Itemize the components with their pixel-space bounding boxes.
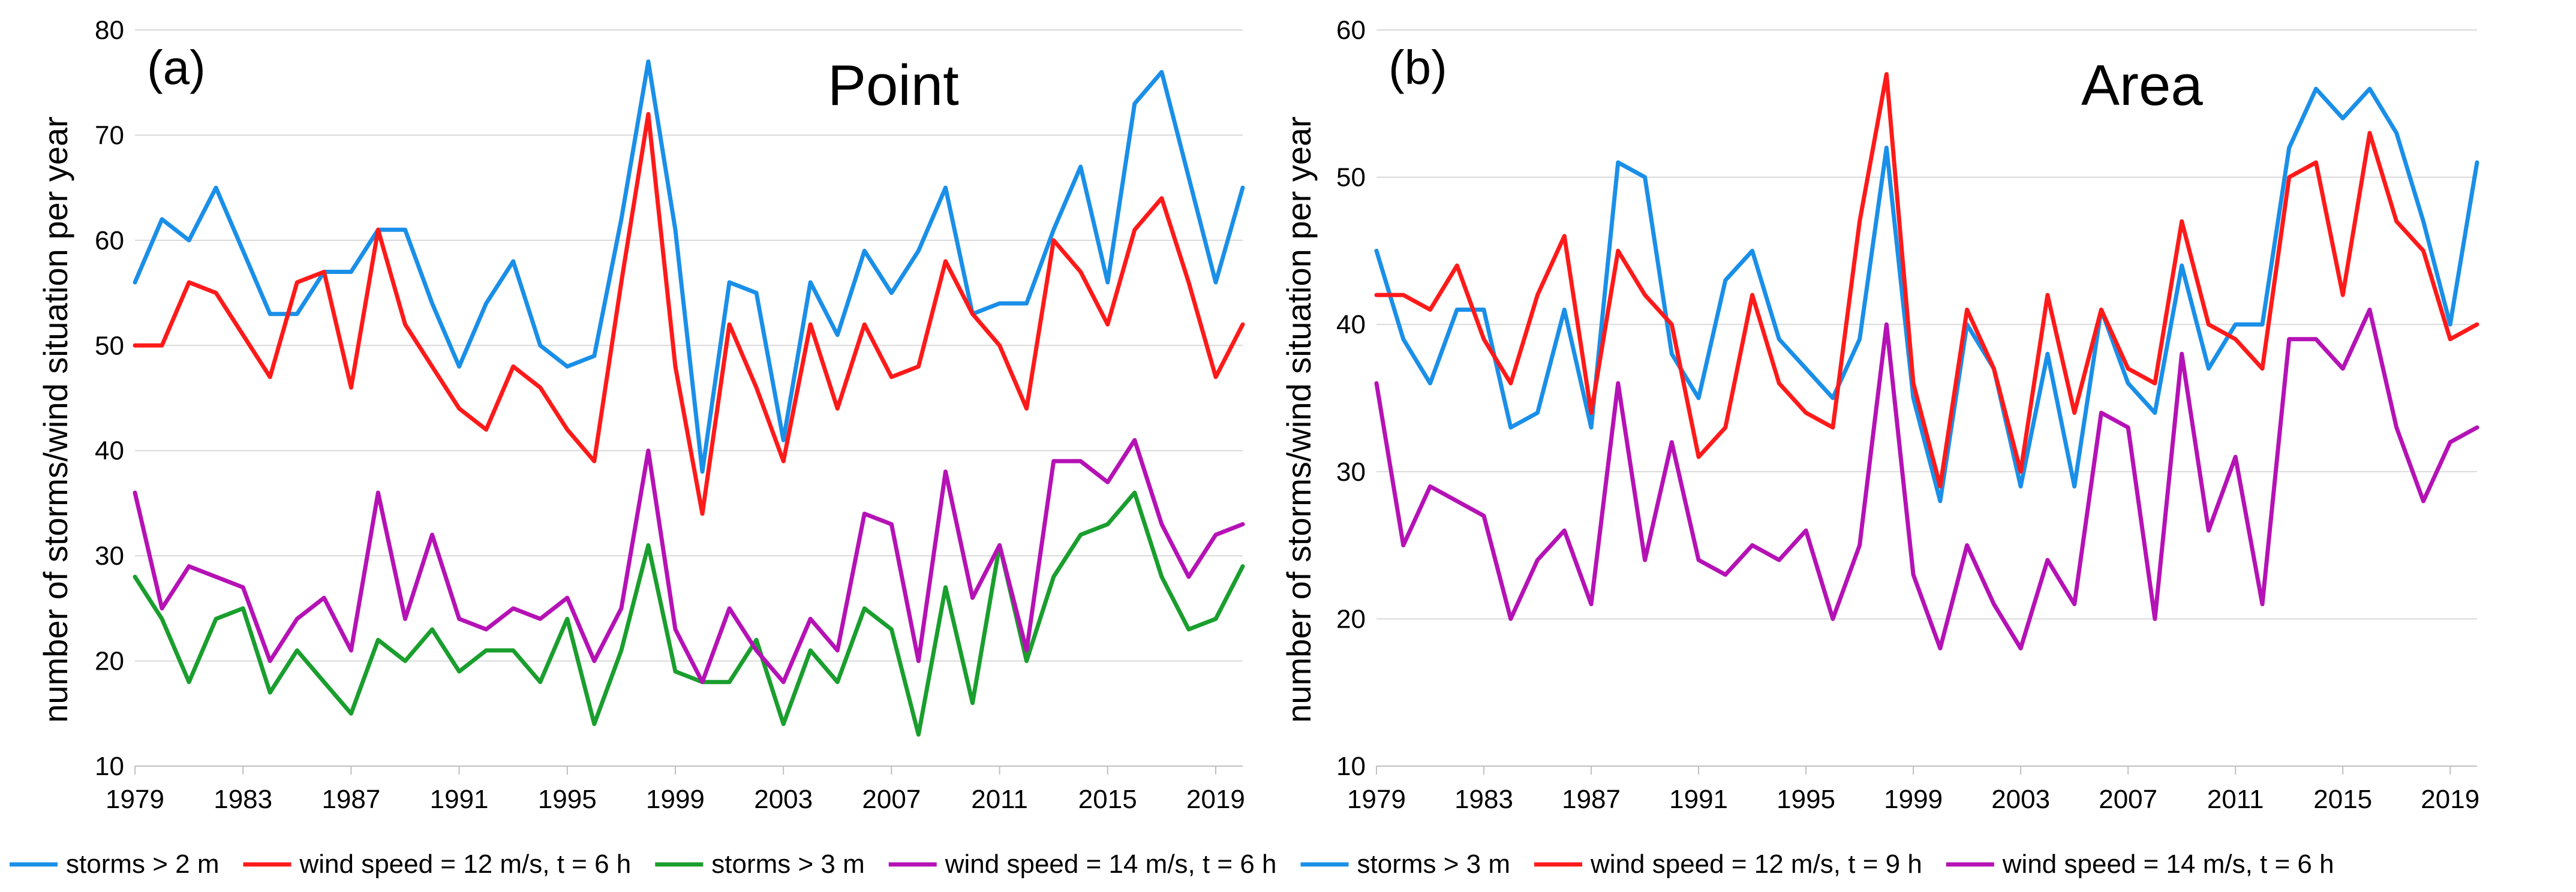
legend-label: storms > 3 m bbox=[711, 849, 865, 879]
panel-a-series-line-1 bbox=[133, 59, 1245, 474]
panel-a-series-line-2 bbox=[133, 112, 1245, 516]
legend-label: wind speed = 14 m/s, t = 6 h bbox=[945, 849, 1277, 879]
panel-b-ytick-label: 20 bbox=[1336, 604, 1366, 634]
panel-b-ylabel: number of storms/wind situation per year bbox=[1280, 116, 1318, 723]
legend-label: wind speed = 12 m/s, t = 6 h bbox=[299, 849, 631, 879]
legend-label: wind speed = 12 m/s, t = 9 h bbox=[1590, 849, 1922, 879]
panel-b-xtick-label: 1999 bbox=[1884, 785, 1943, 814]
panel-a-ylabel: number of storms/wind situation per year bbox=[37, 116, 74, 723]
panel-a-xtick-label: 2003 bbox=[754, 785, 813, 814]
panel-a-series-line-3 bbox=[133, 490, 1245, 737]
panel-a-xtick-label: 1995 bbox=[538, 785, 597, 814]
panel-a-ytick-label: 50 bbox=[95, 331, 124, 360]
panel-a-xtick-label: 2007 bbox=[862, 785, 921, 814]
panel-a-label: (a) bbox=[147, 41, 206, 94]
panel-b-axes bbox=[1376, 766, 2477, 775]
panel-b-ytick-label: 30 bbox=[1336, 457, 1366, 487]
panel-a-xtick-label: 2015 bbox=[1078, 785, 1137, 814]
legend-label: wind speed = 14 m/s, t = 6 h bbox=[2002, 849, 2334, 879]
panel-b-title: Area bbox=[2081, 53, 2203, 117]
panel-b-xtick-label: 1995 bbox=[1777, 785, 1835, 814]
panel-a-xtick-label: 1999 bbox=[646, 785, 705, 814]
legend-label: storms > 3 m bbox=[1357, 849, 1511, 879]
panel-b-xtick-label: 2007 bbox=[2099, 785, 2157, 814]
panel-a-axes bbox=[134, 766, 1243, 775]
panel-a-ticks: 10 20 30 40 50 60 70 80 1979 1983 1987 1991 1995 1999… bbox=[95, 16, 1245, 814]
panel-b-series-line-1 bbox=[1374, 86, 2479, 504]
panel-a-xtick-label: 2019 bbox=[1186, 785, 1245, 814]
panel-b-label: (b) bbox=[1388, 41, 1447, 94]
panel-a-xtick-label: 2011 bbox=[971, 785, 1028, 814]
panel-a-xtick-label: 1983 bbox=[214, 785, 272, 814]
panel-b-series-line-2 bbox=[1374, 72, 2479, 489]
panel-a-ytick-label: 30 bbox=[95, 541, 124, 571]
panel-a-xtick-label: 1979 bbox=[106, 785, 164, 814]
panel-b-xtick-label: 2019 bbox=[2421, 785, 2479, 814]
panel-b-series bbox=[1374, 72, 2479, 650]
panel-a-xtick-label: 1987 bbox=[321, 785, 380, 814]
panel-b-xtick-label: 1991 bbox=[1669, 785, 1728, 814]
panel-a-ytick-label: 70 bbox=[95, 120, 124, 150]
panel-a-series-line-4 bbox=[133, 438, 1245, 685]
panel-b-grid bbox=[1376, 29, 2477, 620]
panel-a-ytick-label: 20 bbox=[95, 647, 124, 676]
panel-b: 10 20 30 40 50 60 1979 1983 1987 1991 1995 1999 2003… bbox=[1280, 16, 2479, 814]
panel-b-ytick-label: 40 bbox=[1336, 310, 1366, 339]
panel-a-ytick-label: 10 bbox=[95, 752, 124, 781]
panel-b-xtick-label: 2003 bbox=[1991, 785, 2050, 814]
panel-b-ytick-label: 60 bbox=[1336, 16, 1366, 45]
panel-b-xtick-label: 1979 bbox=[1347, 785, 1406, 814]
panel-b-xtick-label: 1983 bbox=[1454, 785, 1513, 814]
panel-b-xtick-label: 1987 bbox=[1562, 785, 1621, 814]
panel-b-ytick-label: 10 bbox=[1336, 752, 1366, 781]
panel-b-xtick-label: 2011 bbox=[2207, 785, 2264, 814]
legend: storms > 2 m wind speed = 12 m/s, t = 6 h… bbox=[10, 849, 2334, 879]
panel-a-ytick-label: 80 bbox=[95, 16, 124, 45]
panel-a-ytick-label: 40 bbox=[95, 436, 124, 466]
panel-b-series-line-3 bbox=[1374, 308, 2479, 650]
panel-a-xtick-label: 1991 bbox=[430, 785, 489, 814]
panel-a-ytick-label: 60 bbox=[95, 226, 124, 255]
panel-b-xtick-label: 2015 bbox=[2313, 785, 2372, 814]
panel-b-ytick-label: 50 bbox=[1336, 163, 1366, 192]
panel-b-ticks: 10 20 30 40 50 60 1979 1983 1987 1991 1995 1999 2003… bbox=[1336, 16, 2479, 814]
legend-label: storms > 2 m bbox=[66, 849, 220, 879]
panel-a: 10 20 30 40 50 60 70 80 1979 1983 1987 1991 1995 1999… bbox=[37, 16, 1245, 814]
panel-a-title: Point bbox=[828, 53, 959, 117]
panel-a-series bbox=[133, 59, 1245, 737]
